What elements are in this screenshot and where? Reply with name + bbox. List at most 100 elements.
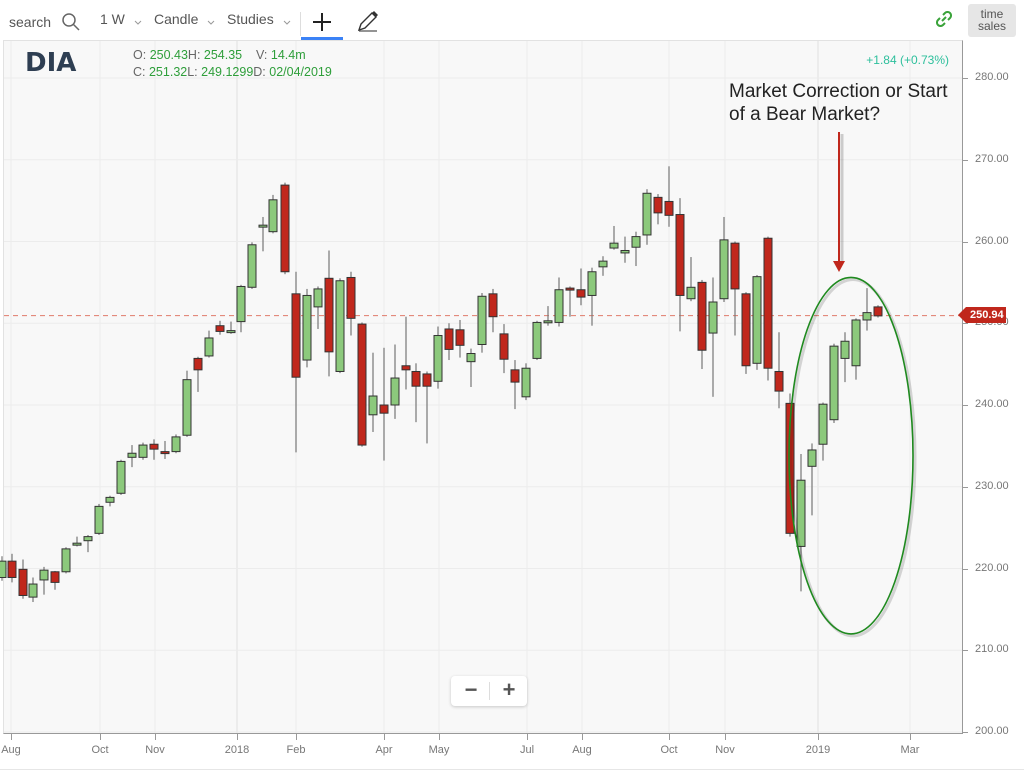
candle[interactable] xyxy=(302,288,312,368)
candle[interactable] xyxy=(247,242,257,289)
candle[interactable] xyxy=(83,534,93,553)
y-axis[interactable]: 280.00270.00260.00250.00240.00230.00220.… xyxy=(963,40,1024,737)
candle[interactable] xyxy=(543,306,553,326)
candle[interactable] xyxy=(675,198,685,332)
candle[interactable] xyxy=(510,360,520,410)
candle[interactable] xyxy=(686,257,696,302)
candle[interactable] xyxy=(796,454,806,592)
link-icon[interactable] xyxy=(936,11,952,27)
candle[interactable] xyxy=(160,440,170,459)
candle[interactable] xyxy=(708,277,718,397)
chart-plot-area[interactable] xyxy=(3,40,963,734)
candle[interactable] xyxy=(171,434,181,454)
candle[interactable] xyxy=(335,278,345,374)
candle[interactable] xyxy=(346,271,356,336)
candle[interactable] xyxy=(851,318,861,380)
candle[interactable] xyxy=(50,570,60,590)
candle[interactable] xyxy=(532,320,542,361)
candle[interactable] xyxy=(149,439,159,460)
candle[interactable] xyxy=(730,241,740,336)
candle[interactable] xyxy=(609,225,619,250)
candle[interactable] xyxy=(664,166,674,227)
candle[interactable] xyxy=(642,189,652,245)
candle[interactable] xyxy=(598,256,608,276)
candle[interactable] xyxy=(499,324,509,374)
ohlc-row-2: C: 251.32L: 249.1299D: 02/04/2019 xyxy=(133,65,332,79)
candle[interactable] xyxy=(422,371,432,444)
candle[interactable] xyxy=(840,332,850,383)
candle[interactable] xyxy=(258,216,268,252)
studies-dropdown[interactable]: Studies xyxy=(227,11,274,27)
candle[interactable] xyxy=(268,194,278,234)
candle[interactable] xyxy=(18,559,28,599)
candle[interactable] xyxy=(620,236,630,263)
candle[interactable] xyxy=(488,288,498,333)
candle[interactable] xyxy=(401,316,411,390)
candle[interactable] xyxy=(587,267,597,326)
candle[interactable] xyxy=(0,556,7,581)
close-value: 251.32 xyxy=(148,65,188,79)
candle[interactable] xyxy=(61,547,71,574)
volume-label: V: xyxy=(256,48,268,62)
crosshair-button[interactable] xyxy=(301,8,343,40)
candle[interactable] xyxy=(763,236,773,381)
candle[interactable] xyxy=(818,402,828,461)
candle[interactable] xyxy=(324,250,334,377)
candle[interactable] xyxy=(204,330,214,358)
chart-type-dropdown[interactable]: Candle xyxy=(154,11,199,27)
candle[interactable] xyxy=(433,326,443,389)
candle[interactable] xyxy=(390,344,400,419)
candle[interactable] xyxy=(28,577,38,603)
search-input[interactable]: search xyxy=(9,7,97,37)
candle[interactable] xyxy=(631,231,641,267)
candle[interactable] xyxy=(313,286,323,329)
candle[interactable] xyxy=(576,268,586,306)
candle[interactable] xyxy=(105,495,115,507)
candle[interactable] xyxy=(466,348,476,388)
candle[interactable] xyxy=(127,445,137,468)
candle[interactable] xyxy=(862,288,872,331)
time-sales-button[interactable]: time sales xyxy=(968,4,1016,37)
candle[interactable] xyxy=(280,182,290,275)
candle[interactable] xyxy=(653,194,663,225)
close-label: C: xyxy=(133,65,146,79)
candle[interactable] xyxy=(357,322,367,447)
candle[interactable] xyxy=(565,286,575,317)
candle[interactable] xyxy=(807,443,817,516)
candle[interactable] xyxy=(873,305,883,318)
candle[interactable] xyxy=(752,275,762,370)
candle[interactable] xyxy=(236,284,246,333)
candle[interactable] xyxy=(719,216,729,302)
candle[interactable] xyxy=(829,343,839,423)
candle[interactable] xyxy=(7,553,17,583)
candle[interactable] xyxy=(116,459,126,495)
candle[interactable] xyxy=(72,536,82,547)
candle[interactable] xyxy=(521,363,531,401)
candle[interactable] xyxy=(39,566,49,595)
candle[interactable] xyxy=(291,271,301,453)
candle[interactable] xyxy=(554,277,564,327)
candle[interactable] xyxy=(774,332,784,409)
candle[interactable] xyxy=(215,320,225,335)
candle[interactable] xyxy=(193,356,203,392)
zoom-in-button[interactable]: + xyxy=(502,677,516,702)
zoom-out-button[interactable]: − xyxy=(464,677,478,702)
interval-dropdown[interactable]: 1 W xyxy=(100,11,125,27)
candle[interactable] xyxy=(138,442,148,460)
x-axis-label: Feb xyxy=(286,744,306,756)
candle[interactable] xyxy=(741,292,751,374)
draw-button[interactable] xyxy=(352,8,382,36)
candle[interactable] xyxy=(455,319,465,358)
candle[interactable] xyxy=(94,503,104,535)
x-axis[interactable]: Aug Oct Nov 2018 Feb Apr May Jul Aug Oct Nov 2019 Ma… xyxy=(0,734,1024,770)
candle[interactable] xyxy=(182,370,192,437)
candle[interactable] xyxy=(477,293,487,353)
candle[interactable] xyxy=(444,323,454,361)
candle[interactable] xyxy=(697,279,707,370)
candle[interactable] xyxy=(411,363,421,423)
search-icon[interactable] xyxy=(61,12,81,32)
candle[interactable] xyxy=(379,347,389,461)
candle[interactable] xyxy=(226,321,236,334)
candle[interactable] xyxy=(368,352,378,432)
